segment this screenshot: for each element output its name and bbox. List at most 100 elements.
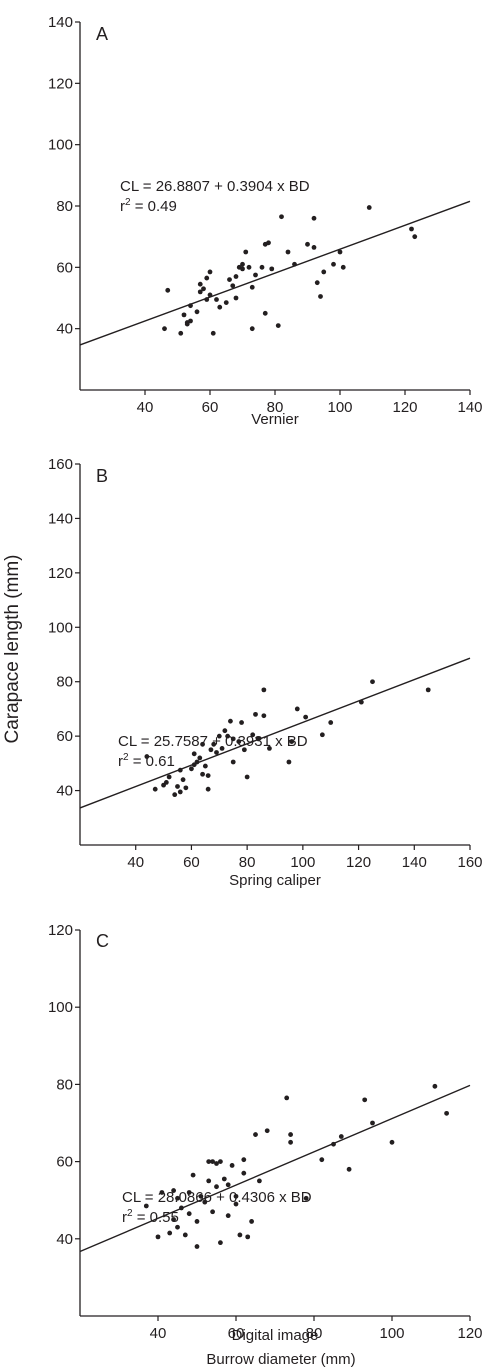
panel-c-regression-line [79,1084,471,1253]
panel-c-data-point [241,1157,247,1163]
panel-a-data-point [311,245,317,250]
panel-c-y-tick-label: 120 [48,922,73,939]
panel-b-y-tick-label: 160 [48,456,73,473]
panel-a-data-point [214,297,219,302]
panel-a-x-tick-label: 40 [137,399,154,416]
panel-b-equation: CL = 25.7587 + 0.3931 x BD [118,733,308,750]
panel-a-r-squared: r2 = 0.49 [120,197,177,215]
panel-a-y-tick-label: 40 [56,321,73,338]
panel-b-data-point [189,766,194,772]
panel-c-data-point [346,1166,352,1172]
panel-c-data-point [288,1132,293,1137]
panel-b-x-tick-label: 60 [183,854,200,871]
panel-b-data-point [200,771,205,777]
panel-c-label: C [96,931,109,951]
panel-a-data-point [285,249,291,255]
panel-b-data-point [358,699,364,705]
panel-c-x-tick-label: 120 [457,1325,482,1342]
panel-b-data-point [205,773,211,779]
panel-c-data-point [233,1201,239,1207]
panel-b-data-point [219,745,225,751]
panel-a-y-tick-label: 80 [56,198,73,215]
panel-b-data-point [289,739,295,744]
panel-b-data-point [205,786,211,792]
panel-a-data-point [230,283,236,289]
panel-a-data-point [292,261,297,267]
panel-c-data-point [237,1232,243,1238]
panel-a-data-point [184,321,190,327]
panel-b-y-tick-label: 60 [56,728,73,745]
panel-b-data-point [214,750,219,755]
panel-b-data-point [177,789,183,795]
panel-a-data-point [223,300,229,305]
panel-a-data-point [181,312,187,318]
panel-a-equation: CL = 26.8807 + 0.3904 x BD [120,178,310,195]
panel-a-data-point [246,264,252,270]
panel-c-y-tick-label: 60 [56,1154,73,1171]
panel-c-data-point [182,1232,188,1238]
panel-b-data-point [194,759,200,765]
panel-b-data-point [180,777,186,783]
panel-b-data-point [177,767,183,773]
panel-b-data-point [239,720,244,725]
panel-a-data-point [207,292,213,298]
panel-a-data-point [337,249,343,255]
panel-a-data-point [165,287,171,293]
panel-a-data-point [311,215,317,221]
panel-c-data-point [171,1217,177,1222]
panel-b-data-point [191,751,197,757]
panel-c-data-point [319,1157,325,1163]
panel-a-data-point [162,326,167,332]
panel-a-data-point [233,295,239,301]
panel-c-data-point [245,1234,251,1240]
panel-a-data-point [331,261,336,267]
panel-b-y-tick-label: 140 [48,510,73,527]
panel-a-data-point [340,264,346,270]
panel-c-r-squared: r2 = 0.55 [122,1208,179,1226]
panel-c-data-point [338,1134,344,1139]
panel-c-data-point [190,1172,196,1178]
panel-c-data-point [362,1097,368,1103]
panel-b-data-point [216,733,222,739]
panel-b-data-point [222,728,228,734]
panel-a-data-point [188,303,193,309]
panel-c-y-tick-label: 80 [56,1076,73,1093]
panel-c-data-point [218,1159,223,1164]
panel-c-data-point [253,1132,258,1137]
panel-b-y-tick-label: 80 [56,674,73,691]
panel-c-data-point [288,1139,293,1145]
panel-c-data-point [249,1219,255,1224]
panel-a-label: A [96,24,108,44]
panel-b-data-point [208,747,214,753]
panel-a-data-point [240,266,245,272]
panel-b-data-point [163,780,169,785]
panel-c-data-point [241,1170,247,1176]
shared-y-axis-label: Carapace length (mm) [2,554,23,743]
panel-a-data-point [249,284,255,290]
panel-c-data-point [432,1083,438,1089]
panel-a-x-tick-label: 140 [457,399,482,416]
panel-a-data-point [194,309,200,315]
panel-b-data-point [294,706,300,712]
panel-b-data-point [244,774,250,780]
panel-b-data-point [200,741,205,747]
panel-c-data-point [284,1095,290,1101]
panel-a-data-point [240,261,245,267]
panel-b-data-point [144,754,150,759]
panel-c-data-point [210,1159,216,1164]
panel-a-data-point [409,226,414,232]
panel-b-x-axis-title: Spring caliper [229,872,321,889]
panel-b-data-point [255,736,261,742]
panel-b-data-point [241,747,247,753]
panel-a-data-point [279,214,284,220]
panel-b-data-point [267,745,272,751]
panel-c-data-point [303,1195,309,1201]
panel-a-data-point [217,304,223,310]
panel-c-x-axis-title: Digital image [232,1327,319,1344]
panel-a-x-axis-title: Vernier [251,411,299,428]
panel-c-data-point [444,1110,449,1116]
panel-a-data-point [259,264,265,270]
panel-a-data-point [204,275,210,281]
panel-b-data-point [303,714,309,720]
